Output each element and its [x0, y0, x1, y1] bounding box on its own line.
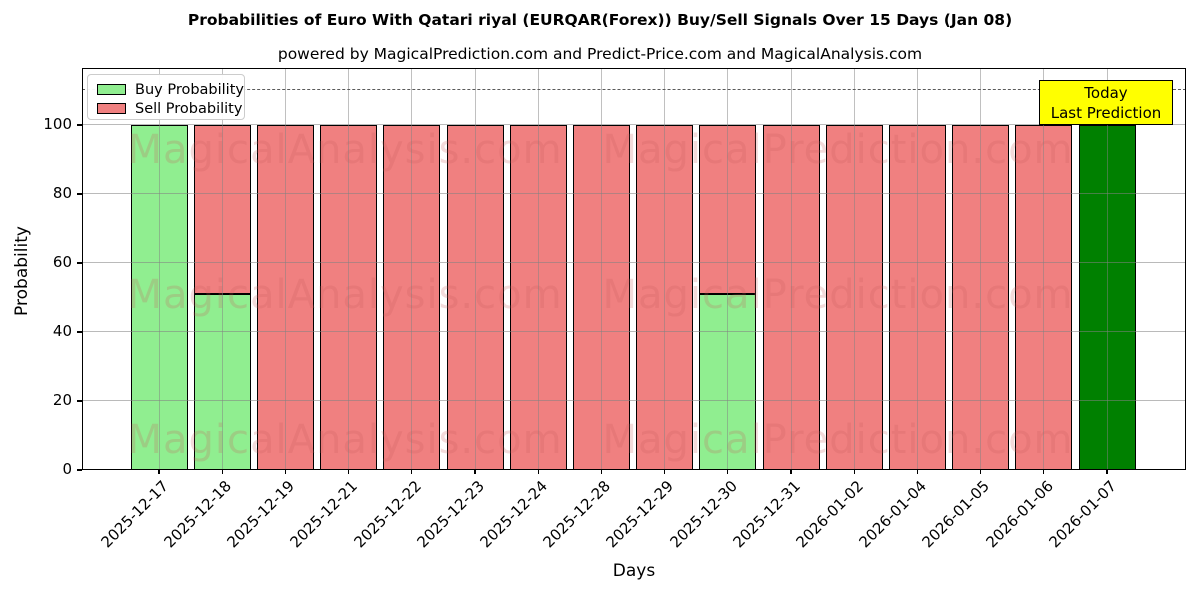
h-gridline: [82, 124, 1186, 126]
v-gridline: [790, 68, 792, 470]
y-tick-label: 100: [43, 114, 72, 133]
x-tick-mark: [790, 470, 792, 474]
today-annotation-line2: Last Prediction: [1050, 104, 1162, 122]
today-annotation-line1: Today: [1084, 84, 1128, 102]
v-gridline: [727, 68, 729, 470]
v-gridline: [284, 68, 286, 470]
x-tick-mark: [980, 470, 982, 474]
h-gridline: [82, 193, 1186, 195]
legend-item-sell: Sell Probability: [97, 99, 244, 118]
v-gridline: [600, 68, 602, 470]
legend: Buy Probability Sell Probability: [87, 74, 245, 120]
x-tick-label-text: 2025-12-17: [97, 477, 172, 552]
y-tick-label: 40: [52, 321, 72, 340]
plot-area: Buy Probability Sell Probability Today L…: [82, 68, 1186, 470]
watermark-text: MagicalAnalysis.com: [127, 272, 563, 318]
v-gridline: [853, 68, 855, 470]
x-tick-mark: [221, 470, 223, 474]
x-tick-mark: [727, 470, 729, 474]
x-tick-mark: [158, 470, 160, 474]
x-tick-label-text: 2025-12-23: [413, 477, 488, 552]
y-tick-mark: [77, 262, 82, 264]
x-tick-mark: [664, 470, 666, 474]
v-gridline: [348, 68, 350, 470]
y-tick-label: 80: [52, 183, 72, 202]
y-tick-mark: [77, 124, 82, 126]
x-tick-label-text: 2025-12-22: [350, 477, 425, 552]
legend-item-buy: Buy Probability: [97, 80, 244, 99]
v-gridline: [1043, 68, 1045, 470]
x-tick-mark: [600, 470, 602, 474]
today-annotation: Today Last Prediction: [1039, 80, 1173, 125]
x-tick-label-text: 2025-12-28: [539, 477, 615, 552]
x-tick-label-text: 2026-01-04: [855, 477, 931, 552]
x-tick-label-text: 2025-12-24: [476, 477, 551, 552]
x-tick-label-text: 2026-01-02: [792, 477, 867, 552]
y-axis-label: Probability: [12, 226, 32, 316]
x-tick-label-text: 2025-12-19: [223, 477, 299, 552]
y-tick-mark: [77, 331, 82, 333]
chart-title: Probabilities of Euro With Qatari riyal …: [187, 11, 1013, 29]
y-tick-label: 60: [52, 252, 72, 271]
x-tick-label-text: 2025-12-31: [729, 477, 804, 552]
watermark-text: MagicalPrediction.com: [602, 417, 1074, 463]
x-tick-label-text: 2026-01-06: [982, 477, 1057, 552]
watermark-text: MagicalPrediction.com: [602, 127, 1074, 173]
watermark-text: MagicalAnalysis.com: [127, 417, 563, 463]
x-tick-label-text: 2025-12-29: [602, 477, 678, 552]
dashed-threshold-line: [82, 89, 1186, 91]
x-tick-label-text: 2026-01-05: [918, 477, 994, 552]
legend-label-sell: Sell Probability: [135, 100, 243, 117]
x-tick-mark: [916, 470, 918, 474]
v-gridline: [664, 68, 666, 470]
h-gridline: [82, 262, 1186, 264]
x-tick-label-text: 2025-12-21: [286, 477, 362, 552]
y-tick-label: 0: [62, 460, 72, 478]
x-tick-mark: [411, 470, 413, 474]
y-tick-label: 20: [52, 390, 72, 409]
x-tick-mark: [1106, 470, 1108, 474]
y-tick-mark: [77, 400, 82, 402]
v-gridline: [411, 68, 413, 470]
v-gridline: [158, 68, 160, 470]
h-gridline: [82, 400, 1186, 402]
watermark-text: MagicalAnalysis.com: [127, 127, 563, 173]
v-gridline: [474, 68, 476, 470]
y-tick-mark: [77, 469, 82, 471]
v-gridline: [1106, 68, 1108, 470]
buy-probability-swatch: [97, 84, 126, 95]
y-tick-mark: [77, 193, 82, 195]
v-gridline: [916, 68, 918, 470]
legend-label-buy: Buy Probability: [135, 81, 244, 98]
x-tick-label-text: 2025-12-18: [160, 477, 235, 552]
h-gridline: [82, 331, 1186, 333]
v-gridline: [980, 68, 982, 470]
v-gridline: [221, 68, 223, 470]
x-tick-mark: [348, 470, 350, 474]
x-axis-label: Days: [612, 561, 656, 581]
x-tick-mark: [853, 470, 855, 474]
x-tick-mark: [284, 470, 286, 474]
v-gridline: [537, 68, 539, 470]
watermark-text: MagicalPrediction.com: [602, 272, 1074, 318]
x-tick-label-text: 2026-01-07: [1045, 477, 1120, 552]
sell-probability-swatch: [97, 103, 126, 114]
x-tick-mark: [1043, 470, 1045, 474]
chart-subtitle: powered by MagicalPrediction.com and Pre…: [277, 45, 923, 63]
x-tick-mark: [474, 470, 476, 474]
x-tick-mark: [537, 470, 539, 474]
x-tick-label-text: 2025-12-30: [666, 477, 741, 552]
